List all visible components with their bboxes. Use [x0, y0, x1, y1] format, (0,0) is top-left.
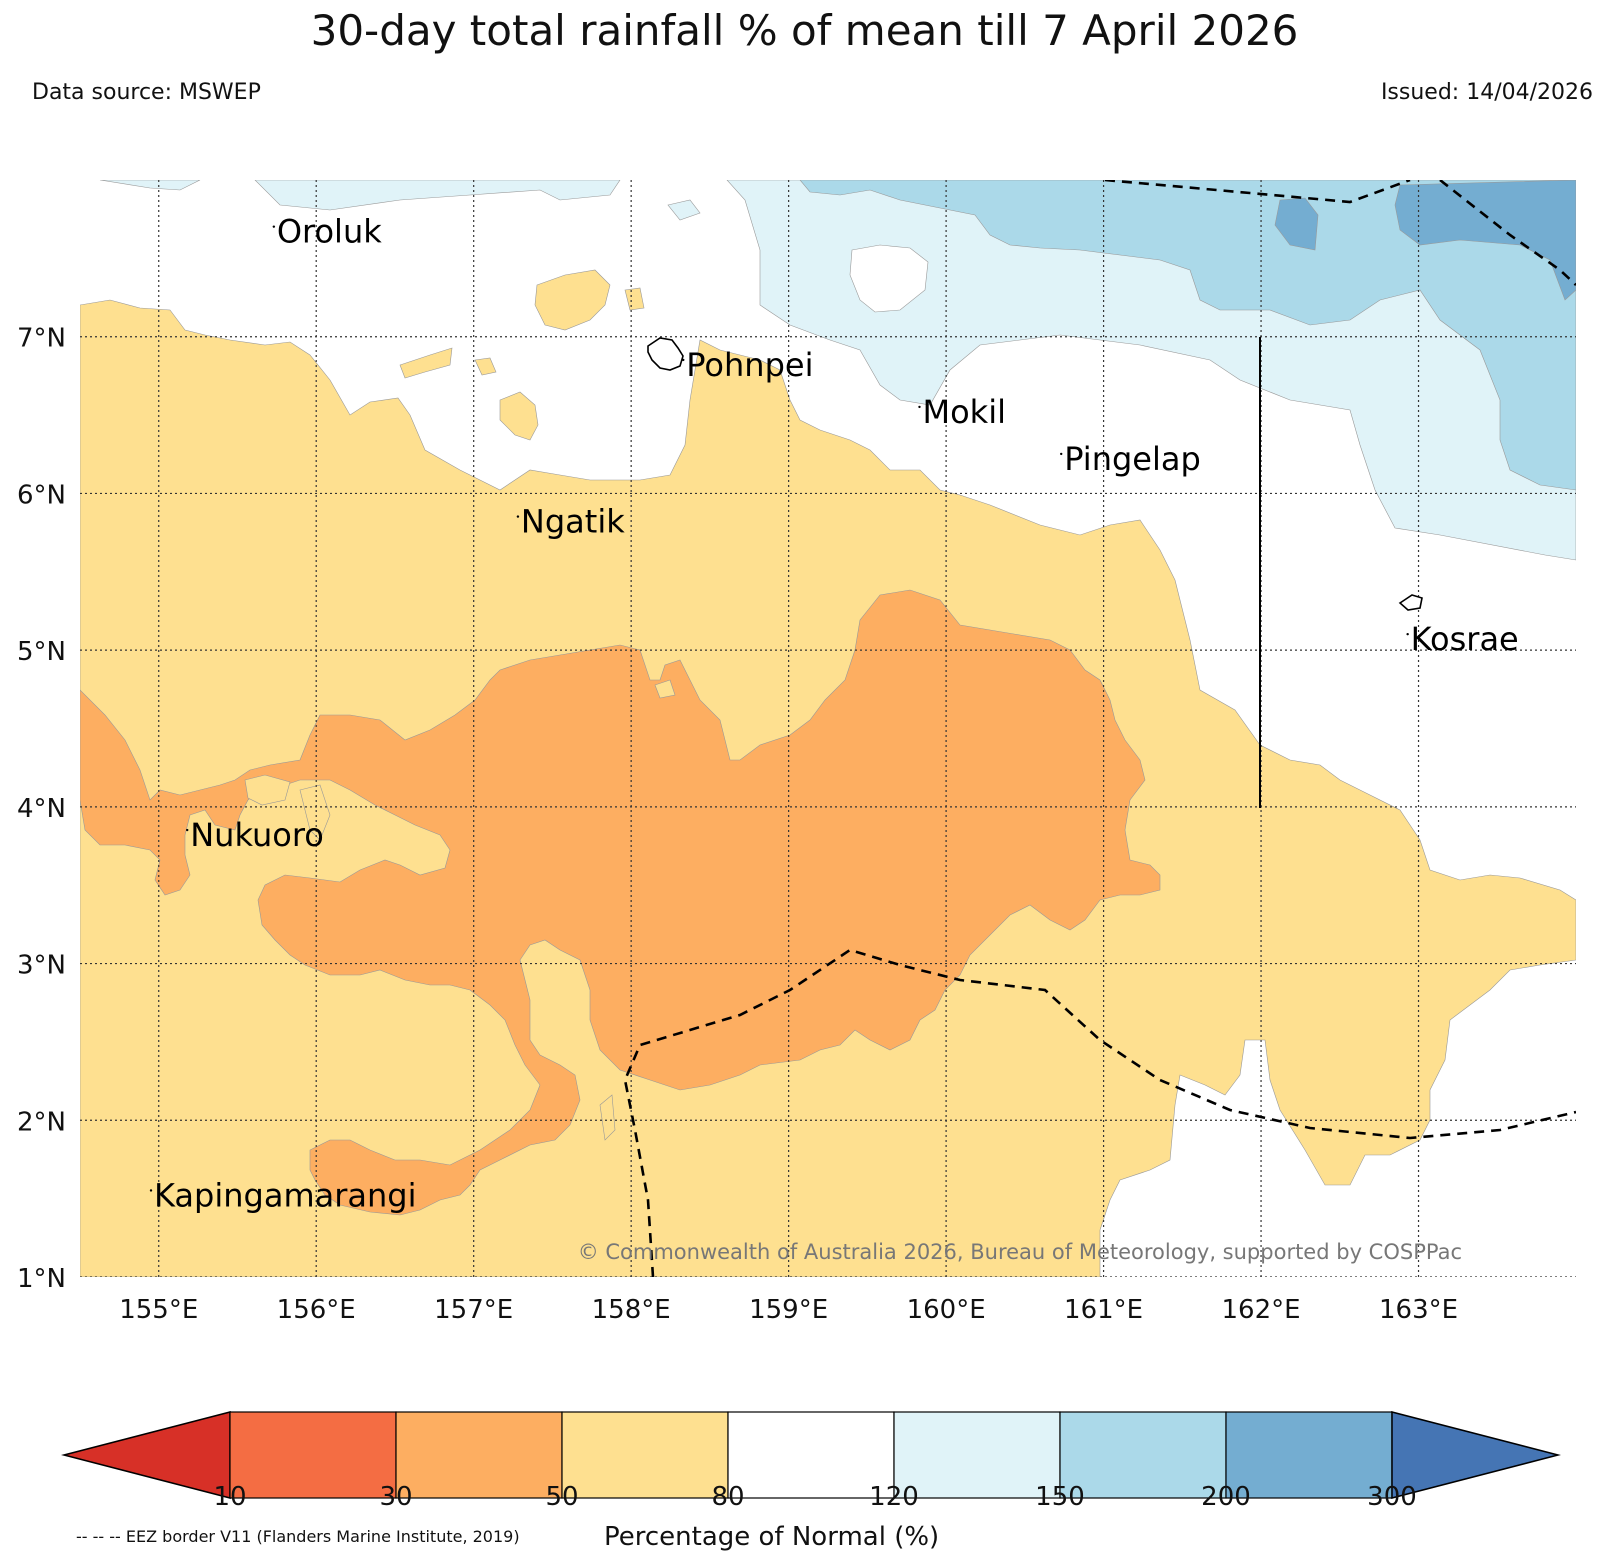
hole-yellow-1	[244, 774, 291, 806]
lon-tick-label: 155°E	[119, 1295, 198, 1325]
colorbar-label: 30	[379, 1482, 413, 1512]
colorbar-swatch	[1225, 1411, 1393, 1499]
place-marker	[918, 405, 921, 409]
lat-tick-label: 3°N	[17, 951, 66, 981]
colorbar-label: 50	[545, 1482, 579, 1512]
place-label-nukuoro: Nukuoro	[190, 816, 324, 854]
yellow-patch-4	[474, 357, 497, 376]
eez-border-1	[1104, 180, 1411, 204]
copyright-notice: © Commonwealth of Australia 2026, Bureau…	[578, 1240, 1462, 1264]
lon-tick-label: 156°E	[277, 1295, 356, 1325]
hole-yellow-2	[654, 679, 676, 699]
place-marker	[682, 358, 685, 362]
colorbar-title: Percentage of Normal (%)	[604, 1522, 940, 1552]
lat-tick-label: 5°N	[17, 637, 66, 667]
lat-tick-label: 1°N	[17, 1264, 66, 1294]
lon-tick-label: 162°E	[1222, 1295, 1301, 1325]
region-30-50	[80, 589, 1161, 1216]
lon-tick-label: 163°E	[1379, 1295, 1458, 1325]
lon-tick-label: 160°E	[907, 1295, 986, 1325]
island-blue-patch	[667, 199, 701, 221]
region-150-200	[799, 180, 1576, 491]
issued-date: Issued: 14/04/2026	[1380, 80, 1593, 105]
place-marker	[186, 828, 189, 832]
colorbar-swatch	[1059, 1411, 1227, 1499]
data-source: Data source: MSWEP	[32, 80, 261, 105]
colorbar-swatch	[893, 1411, 1061, 1499]
eez-border-2	[1439, 180, 1576, 286]
place-label-pingelap: Pingelap	[1064, 440, 1201, 478]
place-marker	[149, 1189, 153, 1192]
yellow-patch-2	[624, 287, 645, 311]
hole-yellow-4	[599, 1094, 616, 1141]
place-label-pohnpei: Pohnpei	[686, 346, 813, 384]
colorbar-swatch	[229, 1411, 397, 1499]
lon-tick-label: 157°E	[434, 1295, 513, 1325]
eez-note: -- -- -- EEZ border V11 (Flanders Marine…	[76, 1527, 520, 1546]
colorbar-swatch	[395, 1411, 563, 1499]
kosrae-island-outline	[1398, 594, 1423, 611]
colorbar-label: 80	[711, 1482, 745, 1512]
colorbar-label: 120	[869, 1482, 919, 1512]
lon-tick-label: 159°E	[749, 1295, 828, 1325]
yellow-patch-3	[399, 347, 453, 379]
axis-tick-labels: 155°E 156°E 157°E 158°E 159°E 160°E 161°E 162°E…	[17, 324, 1458, 1325]
place-marker	[272, 225, 276, 228]
place-label-kapingamarangi: Kapingamarangi	[154, 1176, 416, 1214]
colorbar-swatch	[561, 1411, 729, 1499]
colorbar-label: 200	[1201, 1482, 1251, 1512]
place-labels: Oroluk Pohnpei Mokil Pingelap Ngatik Kosrae Nu…	[149, 213, 1519, 1214]
pohnpei-island-outline	[647, 337, 684, 371]
lat-tick-label: 2°N	[17, 1107, 66, 1137]
yellow-patch-1	[534, 269, 611, 331]
colorbar-extend-low	[61, 1411, 231, 1499]
colorbar	[61, 1411, 1561, 1499]
region-200-300-patch	[1274, 197, 1319, 251]
hole-white	[849, 244, 929, 313]
place-label-mokil: Mokil	[922, 393, 1006, 431]
place-marker	[1406, 632, 1409, 636]
lat-tick-label: 4°N	[17, 794, 66, 824]
colorbar-extend-high	[1391, 1411, 1561, 1499]
region-120-150-west	[99, 180, 201, 191]
map-panel: Oroluk Pohnpei Mokil Pingelap Ngatik Kosrae Nu…	[80, 180, 1576, 1277]
place-label-oroluk: Oroluk	[277, 213, 382, 251]
colorbar-label: 10	[213, 1482, 247, 1512]
lon-tick-label: 158°E	[592, 1295, 671, 1325]
place-label-kosrae: Kosrae	[1411, 620, 1519, 658]
colorbar-label: 300	[1367, 1482, 1417, 1512]
lat-tick-label: 7°N	[17, 324, 66, 354]
region-120-150-top	[254, 180, 621, 211]
gridlines	[80, 180, 1576, 1277]
lat-tick-label: 6°N	[17, 480, 66, 510]
place-label-ngatik: Ngatik	[521, 503, 625, 541]
colorbar-swatch	[727, 1411, 895, 1499]
yellow-patch-5	[499, 391, 539, 441]
lon-tick-label: 161°E	[1064, 1295, 1143, 1325]
place-marker	[516, 515, 520, 518]
chart-title: 30-day total rainfall % of mean till 7 A…	[310, 6, 1299, 55]
region-200-300	[1394, 180, 1576, 301]
colorbar-label: 150	[1035, 1482, 1085, 1512]
eez-border-3	[623, 948, 1576, 1277]
place-marker	[1060, 452, 1063, 456]
